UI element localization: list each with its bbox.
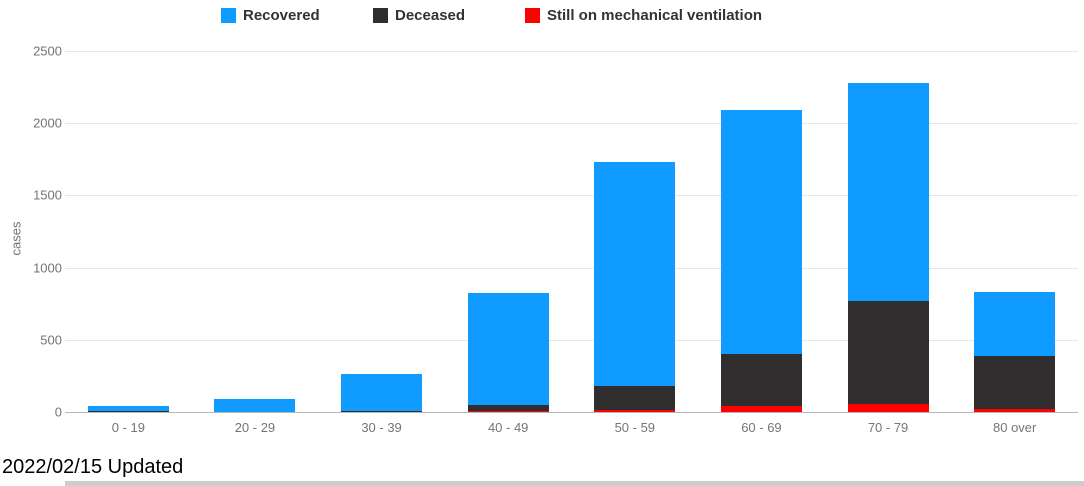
bar-segment-still-on-mechanical-ventilation-60-69[interactable] <box>720 406 802 412</box>
bar-segment-still-on-mechanical-ventilation-70-79[interactable] <box>847 403 929 412</box>
legend-item-recovered: Recovered <box>221 7 320 24</box>
legend-label: Recovered <box>243 7 320 24</box>
bar-segment-recovered-0-19[interactable] <box>87 406 169 411</box>
bar-segment-deceased-70-79[interactable] <box>847 301 929 404</box>
bar-segment-recovered-70-79[interactable] <box>847 83 929 302</box>
gridline <box>65 51 1078 52</box>
legend-item-deceased: Deceased <box>373 7 465 24</box>
bar-segment-still-on-mechanical-ventilation-50-59[interactable] <box>594 409 676 412</box>
x-tick-label: 80 over <box>993 420 1037 435</box>
x-tick-label: 30 - 39 <box>361 420 402 435</box>
legend-swatch-recovered <box>221 8 236 23</box>
legend-item-still-on-mechanical-ventilation: Still on mechanical ventilation <box>525 7 762 24</box>
y-tick-label: 2500 <box>33 43 62 59</box>
y-tick-label: 1500 <box>33 187 62 203</box>
bar-segment-deceased-50-59[interactable] <box>594 386 676 410</box>
updated-timestamp: 2022/02/15 Updated <box>2 456 184 478</box>
legend-swatch-still-on-mechanical-ventilation <box>525 8 540 23</box>
x-tick-label: 50 - 59 <box>614 420 656 435</box>
x-tick-label: 70 - 79 <box>867 420 909 435</box>
bar-segment-still-on-mechanical-ventilation-0-19[interactable] <box>87 410 169 412</box>
plot-area <box>65 51 1078 413</box>
bar-segment-deceased-40-49[interactable] <box>467 404 549 411</box>
legend-swatch-deceased <box>373 8 388 23</box>
horizontal-scrollbar[interactable] <box>65 481 1084 486</box>
gridline <box>65 267 1078 269</box>
x-tick-label: 0 - 19 <box>111 420 145 435</box>
bar-segment-deceased-30-39[interactable] <box>341 410 423 412</box>
bar-segment-recovered-40-49[interactable] <box>467 293 549 405</box>
y-tick-label: 0 <box>54 404 62 420</box>
bar-segment-deceased-60-69[interactable] <box>720 354 802 407</box>
y-tick-label: 2000 <box>33 115 62 131</box>
gridline <box>65 195 1078 197</box>
y-tick-label: 500 <box>40 332 62 348</box>
x-tick-label: 40 - 49 <box>487 420 529 435</box>
legend-label: Still on mechanical ventilation <box>547 7 763 24</box>
bar-segment-recovered-80-over[interactable] <box>974 292 1056 356</box>
legend-label: Deceased <box>395 7 466 24</box>
chart-legend: Recovered Deceased Still on mechanical ven… <box>0 0 1084 32</box>
x-tick-label: 20 - 29 <box>234 420 276 435</box>
x-axis-line <box>65 412 1078 413</box>
bar-segment-recovered-30-39[interactable] <box>341 374 423 411</box>
gridline <box>65 123 1078 125</box>
bar-segment-recovered-20-29[interactable] <box>214 399 296 412</box>
gridline <box>65 339 1078 341</box>
x-tick-label: 60 - 69 <box>741 420 782 435</box>
bar-segment-still-on-mechanical-ventilation-80-over[interactable] <box>974 409 1056 412</box>
y-tick-label: 1000 <box>33 260 62 276</box>
bar-segment-recovered-50-59[interactable] <box>594 162 676 387</box>
bar-segment-still-on-mechanical-ventilation-40-49[interactable] <box>467 410 549 412</box>
bar-segment-recovered-60-69[interactable] <box>720 109 802 355</box>
bar-segment-deceased-80-over[interactable] <box>974 355 1056 410</box>
